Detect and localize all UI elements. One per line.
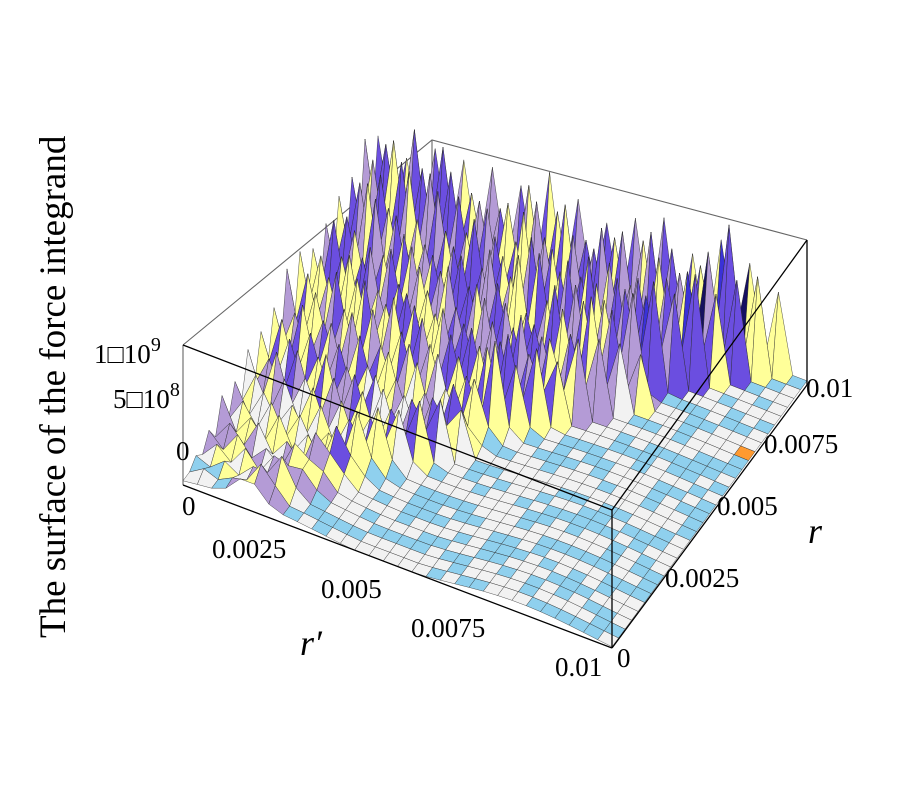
z-ticks: 0 5□108 1□109 (94, 334, 190, 466)
z-axis-label: The surface of the force integrand (33, 135, 74, 638)
y-ticks: 0 0.0025 0.005 0.0075 0.01 (617, 373, 853, 673)
z-tick-label: 1□109 (94, 334, 161, 369)
y-axis-label: r (808, 511, 823, 551)
box-front-top-right (611, 239, 808, 511)
x-ticks: 0 0.0025 0.005 0.0075 0.01 (182, 491, 602, 682)
z-tick-mantissa: 1□10 (94, 339, 151, 369)
surface-facet (771, 292, 793, 385)
y-tick-label: 0.0075 (764, 429, 838, 459)
box-front-left-edge (182, 484, 613, 649)
x-axis-label: r′ (300, 623, 323, 663)
y-tick-label: 0.005 (717, 491, 778, 521)
box-front (182, 239, 808, 649)
x-tick-label: 0.0075 (411, 613, 485, 643)
x-tick-label: 0.01 (555, 652, 602, 682)
surface-mesh (182, 129, 808, 648)
z-tick-label: 0 (176, 436, 190, 466)
x-tick-label: 0.0025 (212, 534, 286, 564)
y-tick-label: 0.01 (806, 373, 853, 403)
y-tick-label: 0.0025 (665, 563, 739, 593)
z-tick-mantissa: 5□10 (113, 384, 170, 414)
z-tick-label: 5□108 (113, 379, 180, 414)
y-tick-label: 0 (617, 643, 631, 673)
x-tick-label: 0 (182, 491, 196, 521)
z-tick-exponent: 9 (151, 334, 161, 356)
box-front-top-left (182, 344, 613, 511)
box-front-right-edge (611, 384, 808, 649)
x-tick-label: 0.005 (321, 574, 382, 604)
z-tick-exponent: 8 (170, 379, 180, 401)
surface-facet (597, 630, 619, 648)
